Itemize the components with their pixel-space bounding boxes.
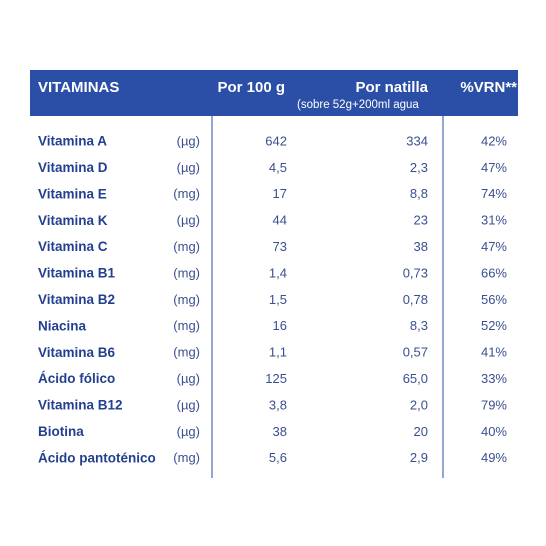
vrn-percent: 47% <box>481 239 507 254</box>
vrn-percent: 66% <box>481 265 507 280</box>
per-100g: 38 <box>273 424 287 439</box>
nutrient-name: Vitamina A <box>38 134 107 149</box>
vrn-percent: 41% <box>481 345 507 360</box>
unit: (µg) <box>177 397 200 412</box>
per-100g: 73 <box>273 239 287 254</box>
per-serving: 38 <box>414 239 428 254</box>
nutrient-name: Vitamina B2 <box>38 292 115 307</box>
per-serving: 20 <box>414 424 428 439</box>
per-100g: 642 <box>265 133 287 148</box>
unit: (µg) <box>177 424 200 439</box>
per-100g: 4,5 <box>269 160 287 175</box>
per-100g: 5,6 <box>269 450 287 465</box>
per-100g: 17 <box>273 186 287 201</box>
vrn-percent: 42% <box>481 133 507 148</box>
unit: (mg) <box>173 265 200 280</box>
header-cell: %VRN** <box>460 79 517 96</box>
header-bar <box>30 70 518 116</box>
vrn-percent: 49% <box>481 450 507 465</box>
per-serving: 8,8 <box>410 186 428 201</box>
nutrient-name: Vitamina C <box>38 239 108 254</box>
per-serving: 65,0 <box>403 371 428 386</box>
header-cell: Por natilla <box>355 79 428 96</box>
nutrient-name: Vitamina E <box>38 186 107 201</box>
vrn-percent: 52% <box>481 318 507 333</box>
per-serving: 8,3 <box>410 318 428 333</box>
per-serving: 0,73 <box>403 265 428 280</box>
unit: (µg) <box>177 160 200 175</box>
per-serving: 23 <box>414 213 428 228</box>
nutrient-name: Vitamina B6 <box>38 345 116 360</box>
vrn-percent: 47% <box>481 160 507 175</box>
per-serving: 0,57 <box>403 345 428 360</box>
per-serving: 2,9 <box>410 450 428 465</box>
per-serving: 0,78 <box>403 292 428 307</box>
unit: (mg) <box>173 292 200 307</box>
vrn-percent: 56% <box>481 292 507 307</box>
vrn-percent: 31% <box>481 213 507 228</box>
per-100g: 1,4 <box>269 265 287 280</box>
unit: (µg) <box>177 213 200 228</box>
vrn-percent: 74% <box>481 186 507 201</box>
per-100g: 16 <box>273 318 287 333</box>
unit: (mg) <box>173 345 200 360</box>
unit: (mg) <box>173 239 200 254</box>
nutrient-name: Vitamina B12 <box>38 398 123 413</box>
nutrient-name: Biotina <box>38 424 84 439</box>
nutrient-name: Vitamina K <box>38 213 108 228</box>
per-serving: 2,0 <box>410 397 428 412</box>
per-100g: 44 <box>273 213 287 228</box>
per-serving: 334 <box>406 133 428 148</box>
vrn-percent: 33% <box>481 371 507 386</box>
unit: (µg) <box>177 133 200 148</box>
vrn-percent: 40% <box>481 424 507 439</box>
nutrient-name: Ácido fólico <box>38 371 115 386</box>
vrn-percent: 79% <box>481 397 507 412</box>
per-100g: 125 <box>265 371 287 386</box>
unit: (µg) <box>177 371 200 386</box>
per-serving: 2,3 <box>410 160 428 175</box>
unit: (mg) <box>173 186 200 201</box>
nutrient-name: Niacina <box>38 318 87 333</box>
nutrient-name: Vitamina D <box>38 160 108 175</box>
per-100g: 3,8 <box>269 397 287 412</box>
unit: (mg) <box>173 450 200 465</box>
unit: (mg) <box>173 318 200 333</box>
per-100g: 1,5 <box>269 292 287 307</box>
nutrient-name: Ácido pantoténico <box>38 450 156 465</box>
nutrient-name: Vitamina B1 <box>38 266 116 281</box>
per-100g: 1,1 <box>269 345 287 360</box>
header-subtitle: (sobre 52g+200ml agua <box>297 99 419 111</box>
header-cell: Por 100 g <box>217 79 285 96</box>
header-cell: VITAMINAS <box>38 79 119 96</box>
